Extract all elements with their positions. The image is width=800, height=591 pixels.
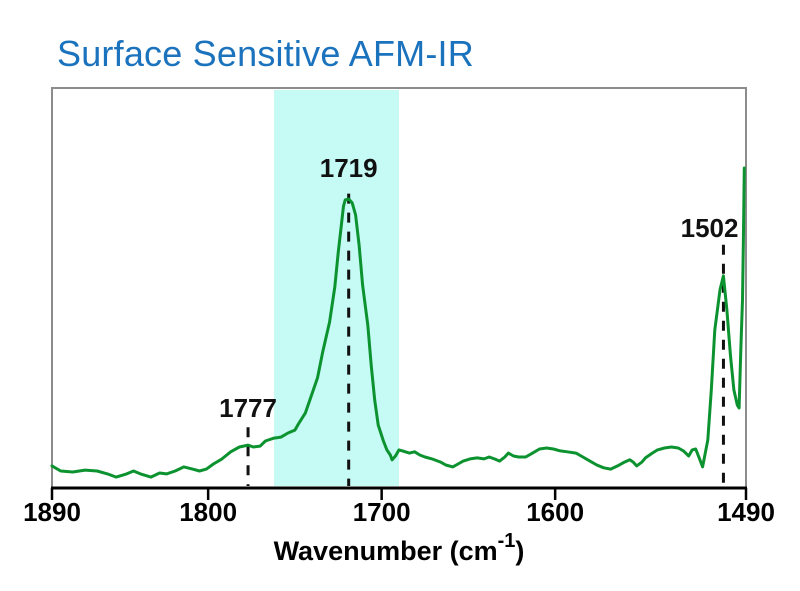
x-tick-label: 1490	[717, 497, 775, 527]
x-tick-label: 1600	[526, 497, 584, 527]
peak-label: 1777	[219, 393, 277, 423]
peak-label: 1502	[681, 213, 739, 243]
spectrum-line	[50, 166, 746, 479]
plot-frame	[51, 87, 747, 488]
x-axis-label: Wavenumber (cm-1)	[274, 530, 525, 566]
peak-label: 1719	[320, 153, 378, 183]
x-tick-label: 1890	[23, 497, 81, 527]
figure-title: Surface Sensitive AFM-IR	[57, 33, 474, 74]
x-tick-label: 1700	[353, 497, 411, 527]
x-tick-label: 1800	[179, 497, 237, 527]
